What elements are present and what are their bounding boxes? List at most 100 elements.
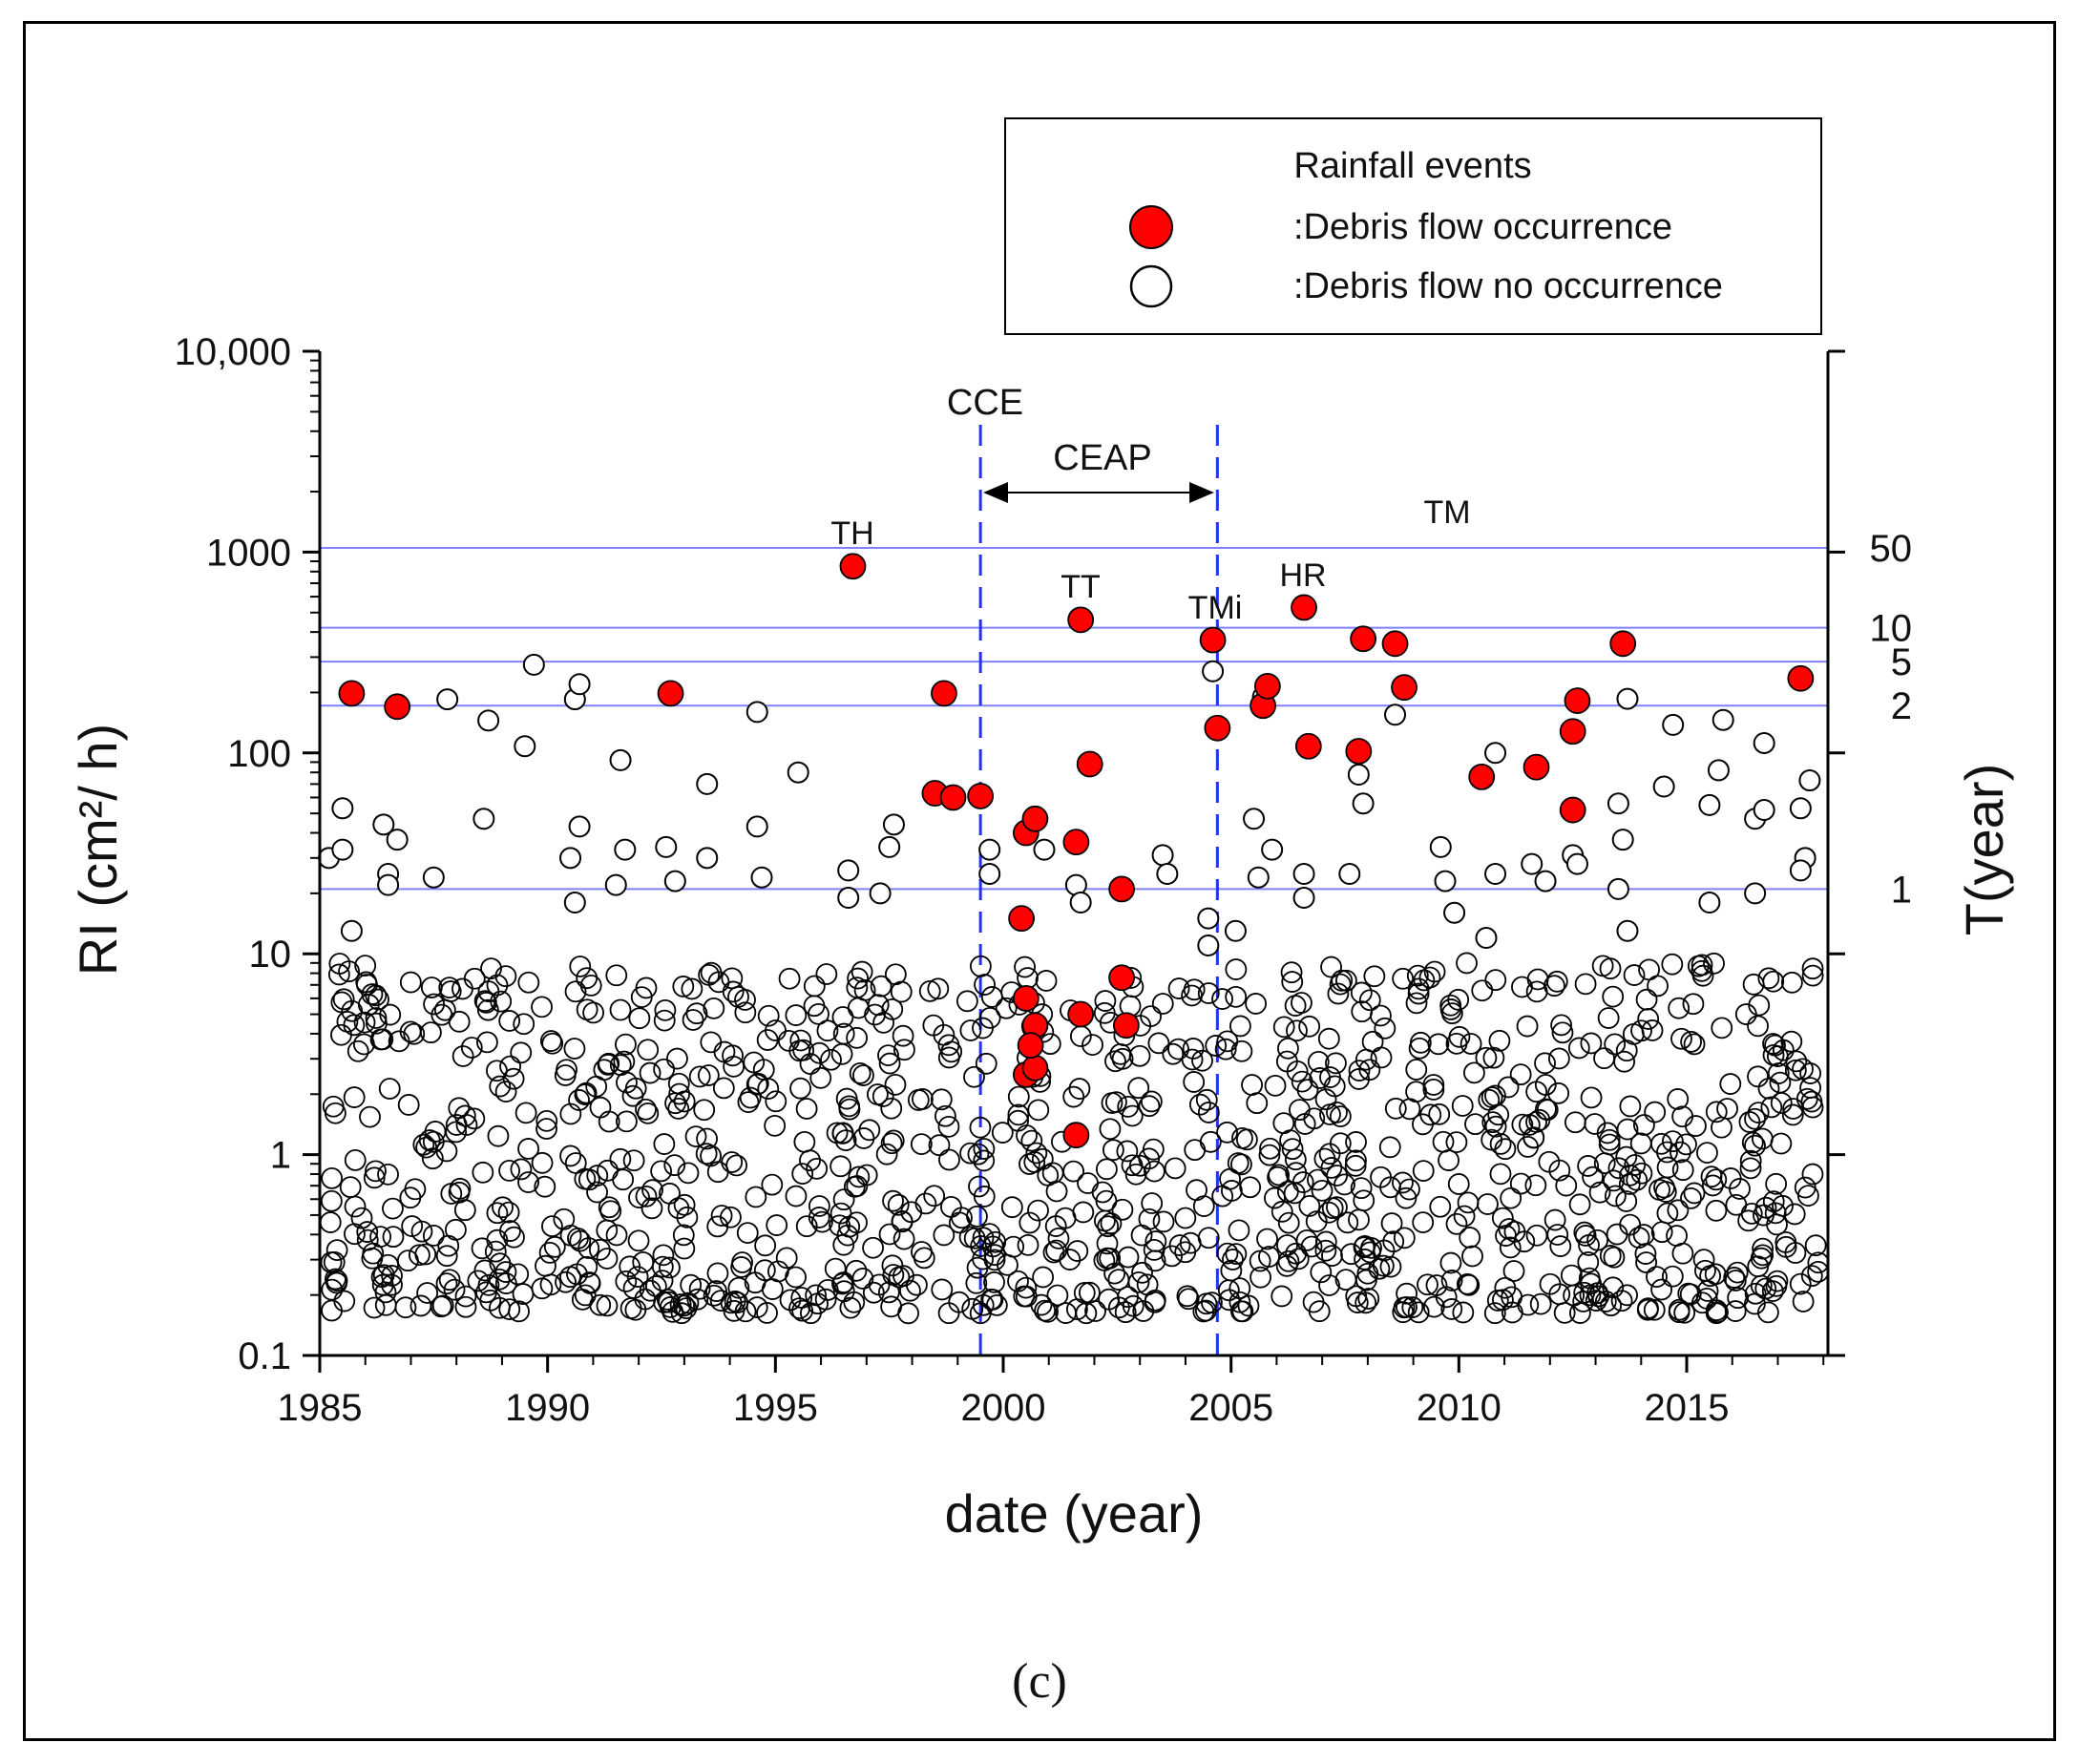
data-point-no-occurrence — [331, 797, 354, 820]
data-point-no-occurrence — [750, 866, 773, 889]
data-point-background — [681, 977, 704, 1000]
data-point-background — [1762, 970, 1785, 993]
data-point-background — [775, 1247, 798, 1270]
data-point-no-occurrence — [1616, 919, 1639, 942]
data-point-background — [1509, 1172, 1532, 1195]
data-point-background — [1289, 1099, 1311, 1122]
data-point-background — [320, 1189, 343, 1212]
data-point-background — [1096, 1247, 1119, 1270]
data-point-background — [494, 1261, 517, 1283]
data-point-background — [1101, 1092, 1124, 1114]
data-point-no-occurrence — [869, 882, 892, 905]
data-point-occurrence — [1559, 796, 1586, 824]
data-point-background — [1478, 1088, 1501, 1111]
data-point-background — [576, 967, 598, 990]
data-point-no-occurrence — [1434, 870, 1457, 892]
data-point-background — [700, 961, 723, 984]
data-point-background — [1045, 1180, 1068, 1203]
data-point-background — [972, 1248, 995, 1270]
data-point-no-occurrence — [1698, 793, 1721, 816]
data-point-background — [974, 974, 996, 996]
data-point-background — [667, 1098, 690, 1120]
data-point-background — [1483, 1302, 1506, 1325]
data-point-background — [975, 1052, 998, 1075]
data-point-background — [1785, 1050, 1808, 1073]
data-point-background — [1380, 1212, 1403, 1234]
data-point-background — [875, 1143, 898, 1166]
data-point-background — [440, 1183, 463, 1205]
data-point-background — [1281, 971, 1304, 993]
data-point-background — [1630, 1162, 1653, 1185]
data-point-background — [1726, 1261, 1749, 1284]
data-point-no-occurrence — [1484, 862, 1507, 885]
y-tick-label: 1000 — [206, 532, 291, 574]
data-point-background — [1661, 1265, 1684, 1288]
data-point-background — [1705, 1101, 1728, 1124]
data-point-background — [1138, 1095, 1161, 1118]
data-point-background — [1632, 1224, 1655, 1246]
data-point-background — [991, 1122, 1014, 1144]
data-point-background — [973, 1149, 996, 1172]
data-point-background — [927, 977, 950, 1000]
data-point-background — [1623, 964, 1646, 986]
data-point-background — [1615, 1145, 1638, 1168]
data-point-background — [1723, 1267, 1746, 1289]
data-point-background — [1796, 1185, 1819, 1207]
data-point-background — [795, 1215, 818, 1238]
data-point-background — [1516, 1015, 1539, 1038]
data-point-background — [1334, 969, 1357, 992]
data-point-background — [1577, 1250, 1600, 1273]
data-point-background — [650, 1160, 673, 1183]
data-point-background — [1744, 1282, 1767, 1305]
data-point-background — [746, 1072, 769, 1095]
data-point-background — [1784, 1059, 1807, 1082]
data-point-background — [609, 998, 632, 1021]
data-point-background — [534, 1175, 556, 1198]
data-point-background — [1095, 1189, 1118, 1212]
data-point-background — [1668, 1298, 1690, 1321]
data-point-background — [1417, 1273, 1438, 1296]
data-point-no-occurrence — [1429, 835, 1452, 858]
low-intensity-events — [319, 952, 1830, 1325]
data-point-background — [791, 1163, 814, 1186]
data-point-background — [1619, 1095, 1642, 1118]
data-point-background — [1027, 1099, 1050, 1122]
data-point-no-occurrence — [1202, 660, 1225, 682]
data-point-background — [1144, 1250, 1166, 1272]
data-point-background — [1578, 1234, 1600, 1256]
data-point-background — [1497, 1076, 1520, 1099]
data-point-background — [1027, 1199, 1049, 1222]
data-point-background — [1799, 1077, 1821, 1100]
data-point-background — [1757, 967, 1780, 990]
data-point-background — [354, 955, 377, 977]
data-point-background — [628, 1007, 651, 1030]
data-point-background — [1582, 1166, 1605, 1188]
data-point-background — [517, 971, 540, 994]
data-point-background — [498, 1298, 521, 1321]
x-axis-title: date (year) — [945, 1483, 1204, 1544]
data-point-background — [1031, 1147, 1054, 1170]
data-point-background — [621, 1084, 644, 1107]
data-point-background — [479, 1289, 502, 1312]
data-point-background — [1445, 1212, 1468, 1235]
data-point-background — [852, 1064, 874, 1086]
data-point-background — [1192, 1195, 1215, 1218]
y-tick-label: 10,000 — [175, 331, 291, 373]
data-point-background — [1015, 1276, 1038, 1299]
data-point-background — [1007, 1109, 1029, 1132]
data-point-background — [897, 1302, 919, 1325]
data-point-no-occurrence — [422, 866, 445, 889]
data-point-background — [455, 1114, 478, 1136]
data-point-background — [1138, 1147, 1161, 1170]
data-point-background — [1395, 1186, 1418, 1209]
data-point-background — [1276, 1234, 1298, 1256]
data-point-background — [596, 1248, 619, 1270]
data-point-no-occurrence — [1261, 838, 1284, 861]
data-point-background — [609, 1147, 632, 1170]
data-point-background — [404, 1178, 427, 1201]
data-point-background — [1167, 1038, 1189, 1060]
data-point-background — [899, 1279, 921, 1302]
data-point-background — [1675, 1133, 1697, 1156]
data-point-background — [1534, 1074, 1557, 1096]
data-point-background — [1307, 1050, 1330, 1073]
